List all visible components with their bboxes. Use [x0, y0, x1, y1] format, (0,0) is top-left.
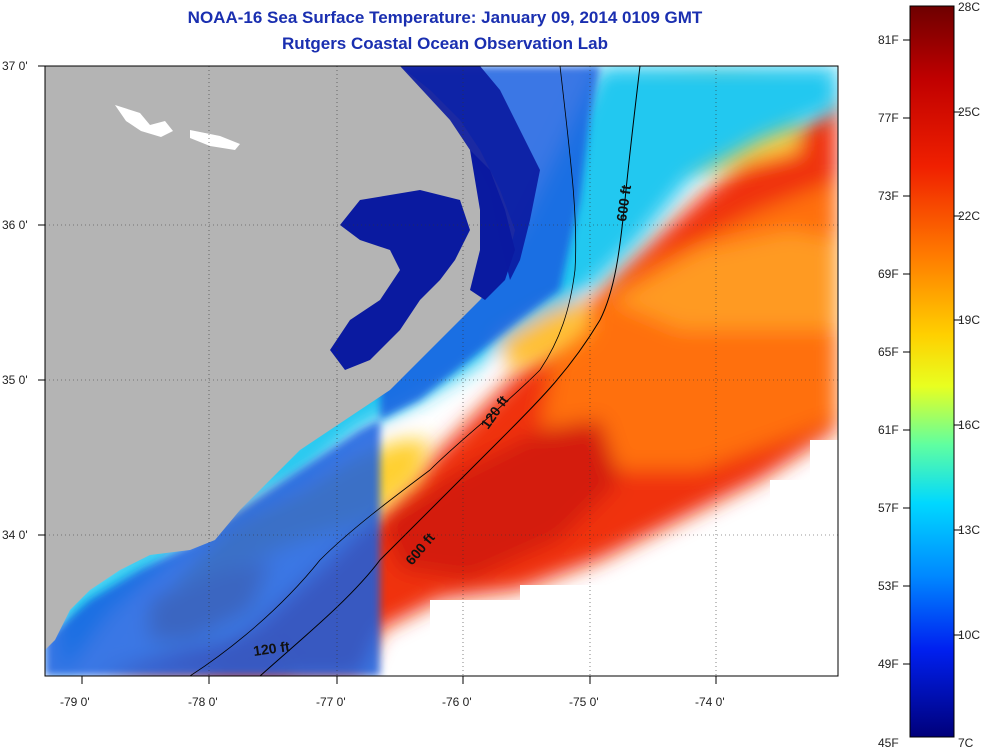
colorbar: [909, 5, 955, 738]
lon-label: -79 0': [60, 695, 90, 709]
lat-label: 35 0': [2, 373, 28, 387]
lon-label: -74 0': [695, 695, 725, 709]
lon-label: -78 0': [188, 695, 218, 709]
colorbar-c-label: 13C: [958, 523, 980, 537]
pamlico-sound: [330, 190, 470, 370]
colorbar-f-label: 81F: [878, 33, 899, 47]
colorbar-f-label: 53F: [878, 579, 899, 593]
axis-ticks: [38, 65, 717, 684]
lat-label: 36 0': [2, 218, 28, 232]
map-subtitle: Rutgers Coastal Ocean Observation Lab: [282, 34, 608, 53]
lon-label: -76 0': [442, 695, 472, 709]
lat-label: 37 0': [2, 59, 28, 73]
contour-600ft: [259, 66, 641, 676]
colorbar-c-label: 19C: [958, 313, 980, 327]
colorbar-f-label: 57F: [878, 501, 899, 515]
colorbar-f-label: 61F: [878, 423, 899, 437]
colorbar-f-label-bottom: 45F: [878, 736, 899, 750]
colorbar-c-label: 25C: [958, 105, 980, 119]
map-title: NOAA-16 Sea Surface Temperature: January…: [187, 8, 703, 27]
colorbar-c-label-bottom: 7C: [958, 736, 974, 750]
contour-label-120ft-south: 120 ft: [252, 638, 291, 659]
lat-label: 34 0': [2, 528, 28, 542]
colorbar-c-label: 22C: [958, 209, 980, 223]
colorbar-f-label: 49F: [878, 657, 899, 671]
colorbar-f-label: 69F: [878, 267, 899, 281]
lon-label: -77 0': [316, 695, 346, 709]
colorbar-c-label: 10C: [958, 628, 980, 642]
colorbar-c-label: 16C: [958, 418, 980, 432]
map-image: 600 ft 120 ft 600 ft 120 ft: [45, 66, 838, 676]
contour-120ft: [189, 66, 577, 676]
colorbar-f-label: 77F: [878, 111, 899, 125]
colorbar-c-label-top: 28C: [958, 0, 980, 14]
colorbar-f-label: 65F: [878, 345, 899, 359]
graticule: [45, 66, 838, 676]
colorbar-f-label: 73F: [878, 189, 899, 203]
map-frame: [44, 65, 839, 677]
lon-label: -75 0': [569, 695, 599, 709]
contour-label-600ft-north: 600 ft: [613, 184, 634, 223]
